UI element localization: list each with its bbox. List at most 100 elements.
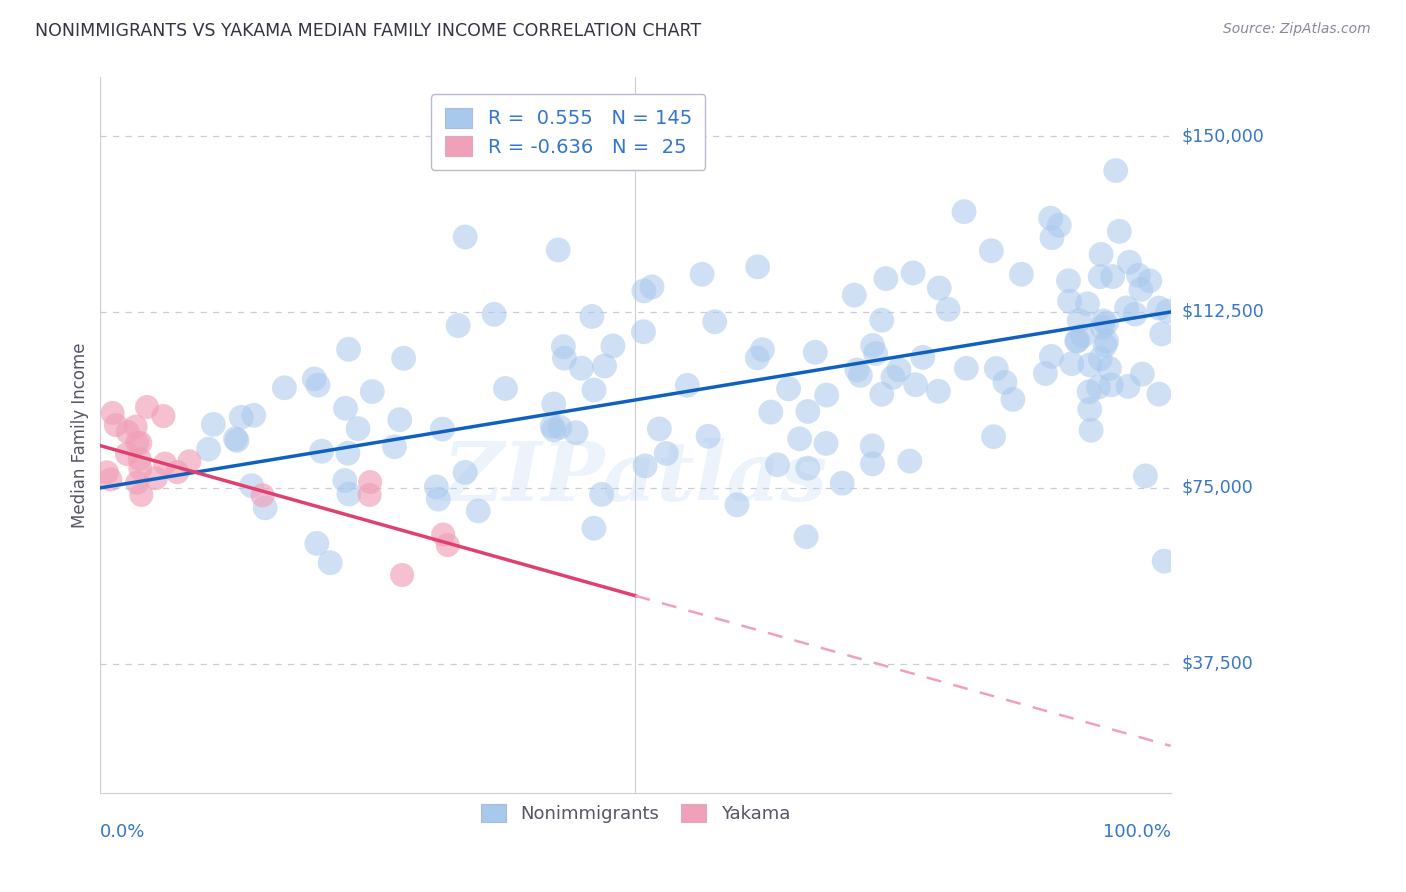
Point bbox=[633, 284, 655, 298]
Point bbox=[145, 471, 167, 485]
Point bbox=[862, 338, 884, 352]
Point bbox=[581, 310, 603, 324]
Point bbox=[129, 436, 152, 450]
Text: 100.0%: 100.0% bbox=[1102, 823, 1171, 841]
Point bbox=[242, 409, 264, 423]
Point bbox=[347, 422, 370, 436]
Point bbox=[633, 325, 655, 339]
Point bbox=[1123, 307, 1146, 321]
Point bbox=[1095, 317, 1118, 331]
Point bbox=[1105, 163, 1128, 178]
Text: 0.0%: 0.0% bbox=[100, 823, 146, 841]
Point bbox=[1099, 377, 1122, 392]
Point bbox=[1150, 326, 1173, 341]
Point bbox=[870, 387, 893, 401]
Point bbox=[1090, 351, 1112, 366]
Point bbox=[1076, 297, 1098, 311]
Point bbox=[870, 313, 893, 327]
Point bbox=[804, 345, 827, 359]
Point bbox=[335, 401, 357, 416]
Point bbox=[994, 376, 1017, 390]
Point bbox=[815, 388, 838, 402]
Point bbox=[1115, 301, 1137, 315]
Point bbox=[427, 492, 450, 507]
Point bbox=[778, 382, 800, 396]
Point bbox=[547, 243, 569, 257]
Point bbox=[565, 425, 588, 440]
Point bbox=[359, 488, 381, 502]
Point bbox=[927, 384, 949, 399]
Point bbox=[797, 461, 820, 475]
Legend: Nonimmigrants, Yakama: Nonimmigrants, Yakama bbox=[474, 797, 797, 830]
Point bbox=[697, 429, 720, 443]
Point bbox=[96, 466, 118, 480]
Point bbox=[1094, 338, 1116, 352]
Point bbox=[936, 302, 959, 317]
Point bbox=[751, 343, 773, 357]
Point bbox=[226, 434, 249, 448]
Point bbox=[432, 527, 454, 541]
Point bbox=[1001, 392, 1024, 407]
Point bbox=[1108, 224, 1130, 238]
Point bbox=[1047, 219, 1070, 233]
Point bbox=[865, 346, 887, 360]
Point bbox=[1090, 269, 1112, 284]
Point bbox=[571, 361, 593, 376]
Point bbox=[759, 405, 782, 419]
Point bbox=[1090, 247, 1112, 261]
Point bbox=[641, 280, 664, 294]
Point bbox=[725, 498, 748, 512]
Text: NONIMMIGRANTS VS YAKAMA MEDIAN FAMILY INCOME CORRELATION CHART: NONIMMIGRANTS VS YAKAMA MEDIAN FAMILY IN… bbox=[35, 22, 702, 40]
Point bbox=[983, 430, 1005, 444]
Point bbox=[1147, 301, 1170, 315]
Point bbox=[361, 384, 384, 399]
Point bbox=[115, 447, 138, 461]
Point bbox=[1069, 313, 1091, 327]
Point bbox=[541, 419, 564, 434]
Point bbox=[337, 343, 360, 357]
Point bbox=[543, 397, 565, 411]
Point bbox=[789, 432, 811, 446]
Point bbox=[911, 351, 934, 365]
Point bbox=[882, 370, 904, 384]
Point bbox=[231, 410, 253, 425]
Point bbox=[454, 466, 477, 480]
Point bbox=[887, 362, 910, 376]
Point bbox=[703, 315, 725, 329]
Y-axis label: Median Family Income: Median Family Income bbox=[72, 343, 89, 528]
Point bbox=[153, 457, 176, 471]
Point bbox=[543, 423, 565, 437]
Point bbox=[582, 521, 605, 535]
Point bbox=[391, 568, 413, 582]
Point bbox=[582, 383, 605, 397]
Point bbox=[319, 556, 342, 570]
Point bbox=[928, 281, 950, 295]
Point bbox=[1080, 423, 1102, 437]
Point bbox=[359, 475, 381, 490]
Point bbox=[634, 458, 657, 473]
Point bbox=[862, 457, 884, 471]
Point bbox=[849, 368, 872, 383]
Point bbox=[384, 440, 406, 454]
Point bbox=[128, 452, 150, 467]
Point bbox=[127, 475, 149, 490]
Point bbox=[1035, 367, 1057, 381]
Point bbox=[593, 359, 616, 373]
Point bbox=[129, 461, 152, 475]
Point bbox=[1157, 304, 1180, 318]
Point bbox=[860, 439, 883, 453]
Point bbox=[425, 480, 447, 494]
Point bbox=[1098, 361, 1121, 376]
Point bbox=[1147, 387, 1170, 401]
Point bbox=[655, 446, 678, 460]
Point bbox=[980, 244, 1002, 258]
Point bbox=[311, 444, 333, 458]
Point bbox=[1116, 379, 1139, 393]
Point bbox=[1118, 255, 1140, 269]
Text: Source: ZipAtlas.com: Source: ZipAtlas.com bbox=[1223, 22, 1371, 37]
Text: $37,500: $37,500 bbox=[1181, 655, 1254, 673]
Point bbox=[127, 435, 149, 450]
Point bbox=[591, 487, 613, 501]
Point bbox=[432, 422, 454, 436]
Point bbox=[1057, 274, 1080, 288]
